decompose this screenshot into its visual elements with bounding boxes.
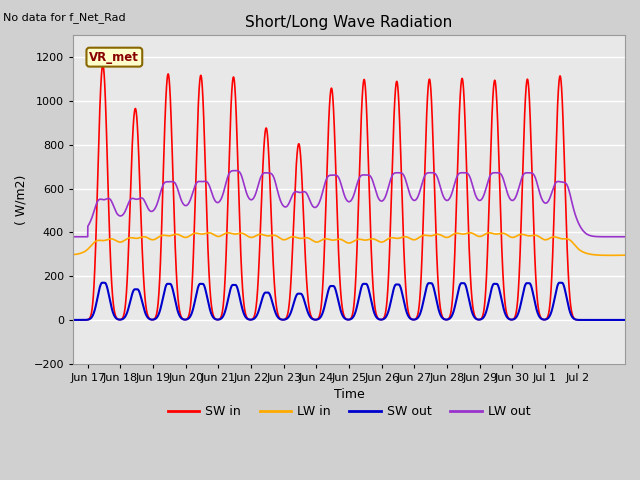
SW out <box>269 301 276 307</box>
Title: Short/Long Wave Radiation: Short/Long Wave Radiation <box>245 15 452 30</box>
SW out <box>69 317 77 323</box>
SW in <box>396 121 404 127</box>
LW in <box>621 252 629 258</box>
SW out <box>97 281 105 287</box>
Line: LW out: LW out <box>73 170 625 237</box>
LW in <box>269 232 277 238</box>
SW out <box>396 282 403 288</box>
SW in <box>97 83 105 88</box>
Line: SW out: SW out <box>73 283 625 320</box>
LW out <box>269 173 277 179</box>
LW in <box>607 252 615 258</box>
LW in <box>508 235 516 240</box>
Text: VR_met: VR_met <box>90 51 140 64</box>
LW out <box>508 197 516 203</box>
Y-axis label: ( W/m2): ( W/m2) <box>15 174 28 225</box>
LW in <box>69 252 77 257</box>
LW in <box>479 233 486 239</box>
SW out <box>621 317 629 323</box>
SW in <box>269 255 277 261</box>
LW out <box>420 175 428 181</box>
Line: SW in: SW in <box>73 65 625 320</box>
X-axis label: Time: Time <box>333 388 364 401</box>
SW out <box>508 317 516 323</box>
SW in <box>420 199 428 205</box>
SW out <box>479 316 486 322</box>
SW in <box>69 317 77 323</box>
LW out <box>396 170 404 176</box>
Text: No data for f_Net_Rad: No data for f_Net_Rad <box>3 12 126 23</box>
LW out <box>69 234 77 240</box>
SW in <box>479 314 486 320</box>
LW out <box>97 196 105 202</box>
LW out <box>232 168 239 173</box>
LW in <box>396 235 404 241</box>
SW in <box>508 317 516 323</box>
SW in <box>99 62 107 68</box>
Legend: SW in, LW in, SW out, LW out: SW in, LW in, SW out, LW out <box>163 400 536 423</box>
LW out <box>479 195 486 201</box>
LW in <box>420 232 428 238</box>
SW in <box>621 317 629 323</box>
Line: LW in: LW in <box>73 233 625 255</box>
SW out <box>420 297 428 302</box>
LW in <box>97 238 105 243</box>
SW out <box>556 280 563 286</box>
LW in <box>205 230 212 236</box>
LW out <box>621 234 629 240</box>
